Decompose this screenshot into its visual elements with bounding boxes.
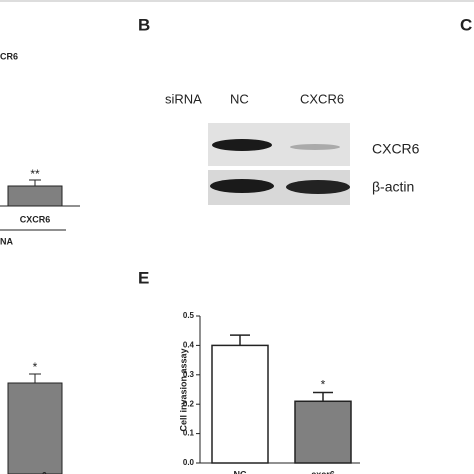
band: [290, 144, 340, 150]
y-tick-label: 0.4: [183, 341, 195, 350]
lane-label: NC: [230, 91, 249, 106]
group-label: NA: [0, 236, 13, 246]
legend-text: CR6: [0, 51, 18, 61]
band-label: β-actin: [372, 179, 414, 195]
bar: [294, 400, 352, 464]
annotation: *: [321, 378, 326, 392]
bar: [211, 344, 269, 464]
panel-label: E: [138, 268, 149, 287]
y-axis-label: Cell invasion assay: [178, 348, 188, 431]
band: [286, 180, 350, 194]
lane-label: CXCR6: [300, 91, 344, 106]
category-label: CXCR6: [20, 214, 51, 224]
y-tick-label: 0.0: [183, 458, 195, 467]
category-label: cxcr6: [23, 470, 47, 474]
row-label: siRNA: [165, 91, 202, 106]
bar: [7, 185, 63, 207]
annotation: *: [33, 360, 38, 374]
y-tick-label: 0.3: [183, 370, 195, 379]
band: [212, 139, 272, 151]
y-tick-label: 0.5: [183, 311, 195, 320]
y-tick-label: 0.1: [183, 429, 195, 438]
y-tick-label: 0.2: [183, 399, 195, 408]
band-label: CXCR6: [372, 141, 420, 157]
band: [210, 179, 274, 193]
bar: [7, 382, 63, 474]
x-tick-label: NC: [234, 469, 247, 474]
annotation: **: [30, 167, 40, 181]
panel-label: B: [138, 15, 150, 34]
panel-label: C: [460, 15, 472, 34]
x-tick-label: cxcr6: [311, 469, 335, 474]
